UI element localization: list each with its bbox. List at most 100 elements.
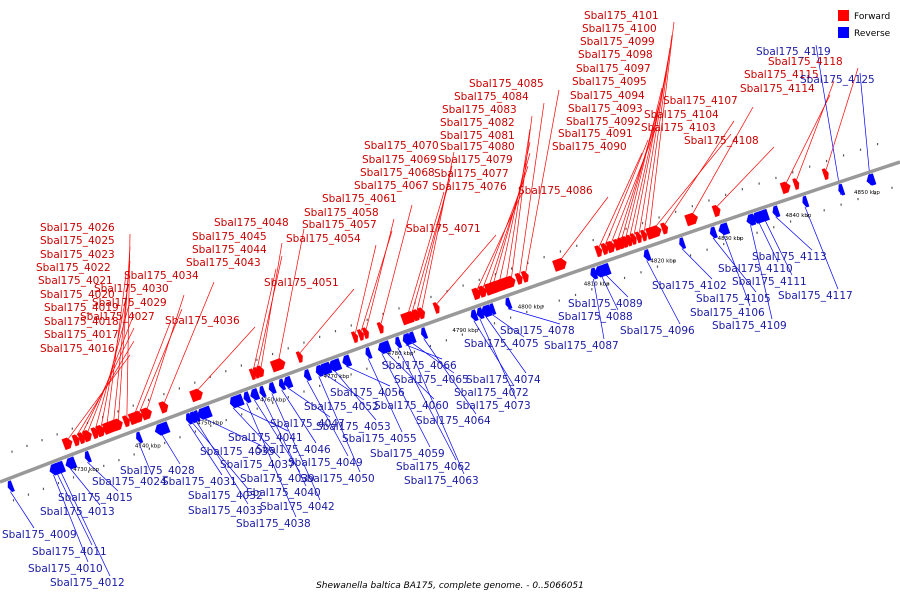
forward-gene — [411, 309, 421, 322]
legend: Forward Reverse — [838, 10, 891, 39]
lower-tick — [164, 441, 166, 445]
forward-gene-label: Sbal175_4023 — [40, 249, 115, 261]
upper-tick — [876, 143, 879, 146]
gene-labels: Sbal175_4016Sbal175_4017Sbal175_4018Sbal… — [2, 10, 875, 589]
legend-forward-label: Forward — [854, 12, 890, 22]
scale-label: 4820 kbp — [650, 259, 676, 265]
reverse-gene-label: Sbal175_4059 — [370, 448, 445, 460]
upper-tick — [758, 182, 760, 185]
legend-reverse-label: Reverse — [854, 29, 891, 39]
scale-label: 4790 kbp — [452, 328, 478, 334]
scale-label: 4750 kbp — [197, 420, 223, 426]
scale-label: 4780 kbp — [388, 351, 414, 357]
lower-tick — [57, 482, 60, 485]
reverse-gene-label: Sbal175_4072 — [454, 387, 529, 399]
reverse-leader-line — [261, 396, 307, 487]
forward-gene-label: Sbal175_4107 — [663, 95, 738, 107]
reverse-leader-line — [385, 351, 435, 400]
reverse-leader-line — [232, 407, 281, 459]
lower-tick — [607, 282, 609, 285]
reverse-gene-label: Sbal175_4024 — [92, 476, 167, 488]
forward-leader-line — [519, 102, 545, 275]
reverse-leader-line — [203, 418, 261, 446]
upper-tick — [41, 439, 43, 442]
forward-gene-label: Sbal175_4115 — [744, 69, 819, 81]
lower-tick — [210, 424, 212, 427]
forward-leader-line — [716, 146, 775, 207]
upper-tick — [576, 244, 578, 247]
reverse-gene — [318, 361, 333, 376]
reverse-leader-line — [681, 248, 713, 280]
reverse-leader-line — [775, 216, 813, 251]
reverse-gene-label: Sbal175_4111 — [732, 276, 807, 288]
forward-leader-line — [365, 218, 395, 329]
reverse-leader-line — [815, 44, 842, 196]
forward-leader-line — [633, 60, 669, 235]
reverse-leader-line — [192, 422, 249, 490]
reverse-gene-label: Sbal175_4113 — [752, 251, 827, 263]
forward-gene-label: Sbal175_4103 — [641, 122, 716, 134]
forward-leader-line — [644, 34, 673, 232]
reverse-gene — [268, 381, 277, 394]
scale-label: 4840 kbp — [786, 213, 812, 219]
reverse-leader-line — [491, 314, 525, 338]
lower-tick — [272, 401, 274, 405]
upper-tick — [430, 295, 432, 299]
reverse-gene — [250, 388, 261, 401]
forward-gene — [634, 231, 642, 244]
forward-gene-label: Sbal175_4019 — [44, 302, 119, 314]
reverse-gene-label: Sbal175_4105 — [696, 293, 771, 305]
forward-gene — [111, 418, 123, 432]
forward-leader-line — [785, 94, 831, 184]
reverse-leader-line — [318, 376, 361, 473]
forward-gene-label: Sbal175_4020 — [40, 289, 115, 301]
reverse-gene — [303, 369, 312, 382]
reverse-gene-label: Sbal175_4053 — [316, 421, 391, 433]
forward-leader-line — [649, 21, 675, 230]
lower-tick — [874, 192, 876, 195]
reverse-gene — [802, 195, 810, 208]
forward-gene — [639, 229, 647, 242]
forward-gene-label: Sbal175_4022 — [36, 262, 111, 274]
reverse-leader-line — [593, 278, 605, 340]
reverse-leader-line — [381, 353, 431, 448]
forward-leader-line — [380, 204, 413, 324]
forward-gene-label: Sbal175_4029 — [92, 297, 167, 309]
reverse-leader-line — [306, 380, 349, 457]
reverse-gene — [259, 385, 267, 398]
reverse-leader-line — [750, 225, 773, 320]
legend-reverse-swatch — [838, 27, 849, 38]
lower-tick — [574, 293, 577, 297]
reverse-gene-label: Sbal175_4050 — [300, 473, 375, 485]
forward-gene-label: Sbal175_4077 — [434, 168, 509, 180]
forward-gene-label: Sbal175_4085 — [469, 78, 544, 90]
lower-tick — [334, 379, 336, 382]
reverse-gene-label: Sbal175_4125 — [800, 74, 875, 86]
forward-gene — [417, 307, 426, 320]
lower-tick — [558, 299, 560, 302]
forward-leader-line — [611, 127, 657, 243]
forward-gene-label: Sbal175_4045 — [192, 231, 267, 243]
reverse-leader-line — [411, 342, 455, 374]
upper-tick — [350, 324, 352, 327]
reverse-gene-label: Sbal175_4102 — [652, 280, 727, 292]
forward-gene-label: Sbal175_4097 — [576, 63, 651, 75]
lower-tick — [823, 209, 825, 212]
reverse-gene-label: Sbal175_4106 — [690, 307, 765, 319]
forward-gene — [594, 245, 603, 258]
reverse-gene-label: Sbal175_4010 — [28, 563, 103, 575]
reverse-gene-label: Sbal175_4015 — [58, 492, 133, 504]
forward-gene — [821, 168, 829, 181]
reverse-gene — [402, 333, 411, 346]
forward-gene — [256, 365, 265, 378]
forward-gene-label: Sbal175_4070 — [364, 140, 439, 152]
reverse-gene-label: Sbal175_4117 — [778, 290, 853, 302]
reverse-gene-label: Sbal175_4052 — [304, 401, 379, 413]
upper-tick — [194, 381, 196, 384]
reverse-gene-label: Sbal175_4042 — [260, 501, 335, 513]
upper-tick — [527, 261, 529, 264]
reverse-leader-line — [271, 393, 321, 501]
lower-tick — [179, 436, 181, 439]
reverse-leader-line — [646, 260, 681, 325]
forward-gene — [792, 178, 800, 190]
